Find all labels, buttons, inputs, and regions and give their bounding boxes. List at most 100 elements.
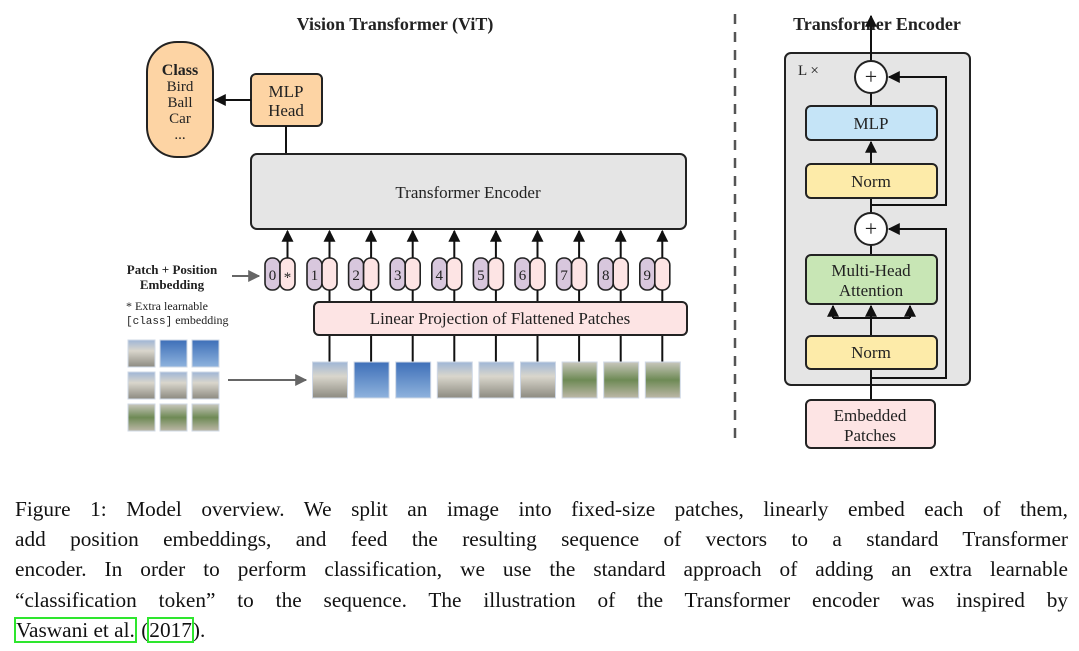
image-patch bbox=[312, 361, 348, 399]
caption-line: add position embeddings, and feed the re… bbox=[15, 527, 1068, 552]
linear-projection-label: Linear Projection of Flattened Patches bbox=[370, 309, 631, 328]
patch-embedding bbox=[445, 257, 463, 291]
embedding-label: Patch + Position bbox=[127, 262, 218, 277]
norm-block-1: Norm bbox=[805, 335, 938, 370]
caption-line: “classification token” to the sequence. … bbox=[15, 587, 1068, 612]
image-patch bbox=[561, 361, 598, 399]
position-index: 8 bbox=[602, 268, 610, 284]
caption-text: ( bbox=[135, 617, 149, 642]
mlp-head: MLP Head bbox=[250, 73, 323, 127]
class-box: Class Bird Ball Car ... bbox=[146, 41, 214, 158]
norm-label: Norm bbox=[851, 172, 891, 191]
plus-icon: + bbox=[865, 216, 877, 241]
embedded-patches-label: Embedded bbox=[834, 406, 907, 425]
extra-learnable-note: * Extra learnable bbox=[126, 299, 208, 313]
plus-icon: + bbox=[865, 64, 877, 89]
patch-embedding bbox=[321, 257, 338, 291]
class-item: Bird bbox=[167, 79, 194, 95]
image-patch-grid bbox=[127, 339, 220, 432]
token-3: 3 bbox=[389, 229, 422, 362]
class-item: Ball bbox=[168, 95, 193, 111]
patch-embedding bbox=[487, 257, 505, 291]
class-token-mark: * bbox=[284, 270, 292, 286]
norm-label: Norm bbox=[851, 343, 891, 362]
token-1: 1 bbox=[306, 229, 338, 362]
repeat-label: L × bbox=[798, 63, 819, 79]
citation-link-year[interactable]: 2017 bbox=[147, 616, 194, 643]
image-patch bbox=[644, 361, 681, 399]
token-0: 0 * bbox=[264, 229, 296, 291]
embedded-patches-block: Embedded Patches bbox=[805, 399, 936, 449]
patch-embedding bbox=[570, 257, 588, 291]
position-index: 9 bbox=[644, 268, 652, 284]
caption-text: ). bbox=[192, 617, 206, 642]
token-sequence: 0 * 1 2 3 4 5 6 7 8 9 bbox=[264, 229, 671, 362]
token-8: 8 bbox=[597, 229, 630, 362]
vit-title: Vision Transformer (ViT) bbox=[297, 14, 494, 35]
linear-projection: Linear Projection of Flattened Patches bbox=[313, 301, 688, 336]
grid-patch bbox=[127, 339, 156, 368]
multi-head-attention-block: Multi-Head Attention bbox=[805, 254, 938, 305]
residual-connection-2 bbox=[871, 71, 947, 206]
token-2: 2 bbox=[347, 229, 380, 362]
mlp-head-label: Head bbox=[268, 101, 304, 120]
mha-label: Attention bbox=[839, 281, 904, 300]
patch-embedding bbox=[529, 257, 546, 291]
image-patch bbox=[478, 361, 515, 399]
class-item: ... bbox=[174, 127, 185, 143]
image-patch bbox=[436, 361, 473, 399]
grid-patch bbox=[159, 371, 188, 400]
embedded-patches-label: Patches bbox=[844, 426, 896, 445]
token-4: 4 bbox=[430, 229, 463, 362]
add-node-2: + bbox=[854, 60, 888, 94]
grid-patch bbox=[159, 339, 188, 368]
position-index: 2 bbox=[352, 268, 360, 284]
patch-embedding bbox=[362, 257, 380, 291]
mha-label: Multi-Head bbox=[831, 261, 911, 280]
position-index: 1 bbox=[311, 268, 319, 284]
grid-patch bbox=[191, 339, 220, 368]
image-patch bbox=[395, 361, 432, 399]
patch-embedding bbox=[612, 257, 630, 291]
patch-embedding bbox=[653, 257, 671, 291]
position-index: 6 bbox=[519, 268, 527, 284]
position-index: 7 bbox=[560, 268, 568, 284]
citation-link-authors[interactable]: Vaswani et al. bbox=[14, 616, 137, 643]
position-index: 4 bbox=[436, 268, 444, 284]
caption-line: Figure 1: Model overview. We split an im… bbox=[15, 497, 1068, 521]
position-index: 5 bbox=[477, 268, 485, 284]
image-patch bbox=[603, 361, 640, 399]
class-item: Car bbox=[169, 111, 191, 127]
vit-figure: Vision Transformer (ViT) Class Bird Ball… bbox=[126, 14, 971, 449]
token-7: 7 bbox=[555, 229, 588, 362]
image-patch bbox=[520, 361, 556, 399]
class-heading: Class bbox=[162, 62, 198, 79]
token-5: 5 bbox=[472, 229, 505, 362]
grid-patch bbox=[127, 403, 156, 432]
caption-line: encoder. In order to perform classificat… bbox=[15, 557, 1068, 582]
encoder-title: Transformer Encoder bbox=[793, 14, 961, 34]
mlp-label: MLP bbox=[854, 114, 889, 133]
mlp-block: MLP bbox=[805, 105, 938, 141]
token-6: 6 bbox=[514, 229, 546, 362]
caption-line: Vaswani et al. (2017). bbox=[14, 615, 1068, 645]
norm-block-2: Norm bbox=[805, 163, 938, 199]
transformer-encoder-block: Transformer Encoder bbox=[250, 153, 687, 230]
grid-patch bbox=[127, 371, 156, 400]
position-index: 3 bbox=[394, 268, 402, 284]
add-node-1: + bbox=[854, 212, 888, 246]
transformer-encoder-label: Transformer Encoder bbox=[395, 183, 541, 202]
residual-connection-1 bbox=[870, 223, 947, 400]
token-9: 9 bbox=[638, 229, 671, 362]
flattened-patches bbox=[312, 361, 681, 399]
position-index: 0 bbox=[269, 268, 277, 284]
patch-embedding bbox=[404, 257, 422, 291]
grid-patch bbox=[191, 371, 220, 400]
embedding-label: Embedding bbox=[140, 277, 205, 292]
grid-patch bbox=[159, 403, 188, 432]
figure-caption: Figure 1: Model overview. We split an im… bbox=[14, 494, 1068, 645]
grid-patch bbox=[191, 403, 220, 432]
image-patch bbox=[353, 361, 390, 399]
mlp-head-label: MLP bbox=[269, 82, 304, 101]
class-embedding-note: [class] embedding bbox=[126, 313, 229, 328]
